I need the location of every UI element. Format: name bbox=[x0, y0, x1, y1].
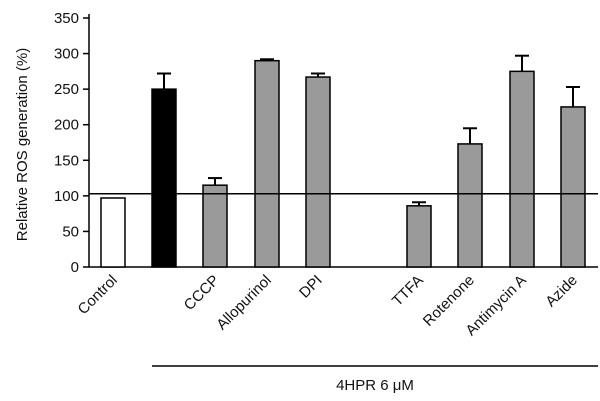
category-label: Allopurinol bbox=[213, 272, 275, 334]
y-ticks: 0 50 100 150 200 250 300 350 bbox=[54, 10, 89, 276]
bar bbox=[100, 197, 126, 268]
bar bbox=[305, 76, 331, 268]
y-tick-label: 50 bbox=[62, 223, 79, 240]
y-axis: 0 50 100 150 200 250 300 350 bbox=[54, 10, 90, 276]
bar bbox=[509, 70, 535, 268]
y-tick-label: 300 bbox=[54, 46, 79, 63]
error-bars bbox=[157, 54, 580, 206]
bar bbox=[202, 184, 228, 268]
y-tick-label: 0 bbox=[71, 259, 79, 276]
bar bbox=[151, 88, 177, 268]
category-label: Control bbox=[75, 272, 121, 318]
category-label: CCCP bbox=[181, 272, 223, 314]
bars bbox=[100, 59, 586, 268]
category-label: TTFA bbox=[389, 272, 427, 310]
y-tick-label: 100 bbox=[54, 188, 79, 205]
y-axis-title: Relative ROS generation (%) bbox=[14, 48, 31, 241]
bar bbox=[457, 143, 483, 268]
group-label: 4HPR 6 μM bbox=[336, 377, 414, 394]
y-tick-label: 200 bbox=[54, 117, 79, 134]
y-tick-label: 250 bbox=[54, 81, 79, 98]
bar bbox=[406, 205, 432, 268]
y-tick-label: 150 bbox=[54, 152, 79, 169]
y-tick-label: 350 bbox=[54, 10, 79, 27]
category-label: Azide bbox=[542, 272, 581, 311]
bar bbox=[560, 106, 586, 268]
category-label: DPI bbox=[296, 272, 326, 302]
bar bbox=[254, 59, 280, 268]
